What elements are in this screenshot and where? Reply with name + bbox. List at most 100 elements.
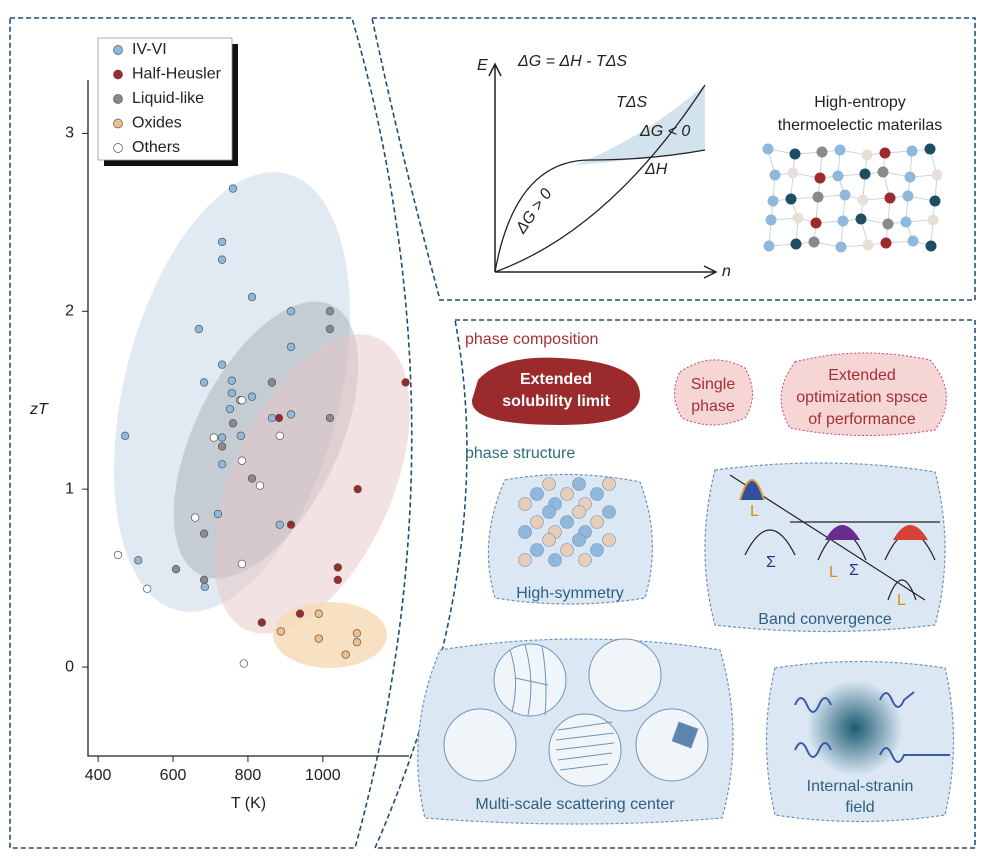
- cluster-ellipses: [113, 172, 410, 668]
- atom: [560, 487, 574, 501]
- dg-negative: ΔG < 0: [639, 123, 690, 140]
- point: [120, 431, 130, 440]
- scatter-chart: 400 600 800 1000 0 1 2 3 T (K) zT IV-VI Half-Heusle…: [29, 37, 410, 812]
- hea-title: High-entropy: [814, 94, 906, 111]
- axes: [87, 80, 409, 757]
- point: [236, 431, 245, 440]
- atom: [560, 515, 574, 529]
- atom: [834, 144, 846, 156]
- atom: [902, 190, 914, 202]
- y-tick-label: 3: [65, 125, 74, 142]
- point: [113, 550, 123, 560]
- point: [353, 485, 362, 494]
- y-tick-label: 1: [65, 480, 74, 497]
- atom: [861, 149, 873, 161]
- atom: [789, 148, 801, 160]
- point: [143, 584, 152, 593]
- atom: [530, 487, 544, 501]
- atom: [542, 533, 556, 547]
- composition-label: phase: [691, 398, 735, 415]
- legend-swatch: [113, 94, 123, 104]
- band: [739, 479, 765, 501]
- point: [227, 376, 236, 385]
- atom: [602, 505, 616, 519]
- structure-label: High-symmetry: [516, 585, 624, 602]
- legend-label: Liquid-like: [132, 90, 204, 107]
- point: [213, 509, 223, 519]
- band-fill: [893, 525, 928, 540]
- point: [275, 520, 284, 529]
- point: [257, 618, 266, 627]
- point: [341, 650, 350, 659]
- bands: [729, 474, 940, 601]
- point: [227, 388, 236, 398]
- atom: [767, 195, 779, 207]
- legend-swatch: [113, 118, 123, 129]
- point: [237, 396, 247, 405]
- point: [190, 513, 200, 522]
- atom: [518, 525, 532, 539]
- n-axis: n: [722, 263, 731, 280]
- point: [171, 565, 181, 574]
- atom: [924, 143, 936, 155]
- point: [228, 419, 238, 428]
- point: [333, 563, 342, 572]
- atom: [602, 533, 616, 547]
- atom: [931, 169, 943, 181]
- point: [199, 529, 209, 538]
- precipitate: [671, 721, 699, 749]
- point: [247, 292, 257, 302]
- legend-label: Others: [132, 139, 180, 156]
- point: [352, 637, 362, 647]
- dg-positive: ΔG > 0: [512, 186, 555, 238]
- circle: [548, 713, 622, 787]
- point: [134, 556, 143, 565]
- point: [247, 392, 257, 401]
- lines: [555, 721, 615, 771]
- ellipse: [273, 602, 387, 668]
- x-tick-label: 400: [85, 767, 112, 784]
- atom: [810, 217, 822, 229]
- atom: [882, 218, 894, 230]
- point: [314, 609, 323, 618]
- y-axis-label: zT: [29, 401, 49, 418]
- point: [217, 460, 227, 469]
- atom: [590, 543, 604, 557]
- point: [276, 627, 286, 636]
- dh-label: ΔH: [644, 161, 668, 178]
- point: [286, 342, 296, 351]
- hea-title: thermoelectic materilas: [778, 117, 943, 134]
- atom: [859, 168, 871, 180]
- legend-label: IV-VI: [132, 41, 167, 58]
- atom: [572, 505, 586, 519]
- structure-label: Internal-stranin: [807, 778, 914, 795]
- band-label: Σ: [766, 554, 776, 571]
- band: [887, 579, 917, 601]
- atom: [590, 515, 604, 529]
- composition-label: Extended: [828, 367, 896, 384]
- band-label: L: [829, 564, 838, 581]
- y-tick-label: 2: [65, 302, 74, 319]
- legend-swatch: [113, 45, 123, 55]
- point: [314, 634, 323, 643]
- point: [217, 255, 227, 264]
- atom: [832, 170, 844, 182]
- atom: [929, 195, 941, 207]
- atom: [816, 146, 828, 158]
- composition-label: Extended: [520, 371, 592, 388]
- atom: [548, 553, 562, 567]
- x-tick-label: 1000: [305, 767, 341, 784]
- x-tick-label: 600: [160, 767, 187, 784]
- structure-label: Multi-scale scattering center: [475, 796, 675, 813]
- atom: [884, 192, 896, 204]
- atom: [785, 193, 797, 205]
- point: [239, 659, 248, 668]
- waves: [794, 691, 950, 763]
- legend-swatch: [113, 143, 123, 153]
- atom: [855, 213, 867, 225]
- band-label: L: [897, 592, 906, 609]
- point: [352, 629, 362, 638]
- lines: [509, 644, 549, 716]
- point: [325, 324, 335, 334]
- atom: [857, 194, 869, 206]
